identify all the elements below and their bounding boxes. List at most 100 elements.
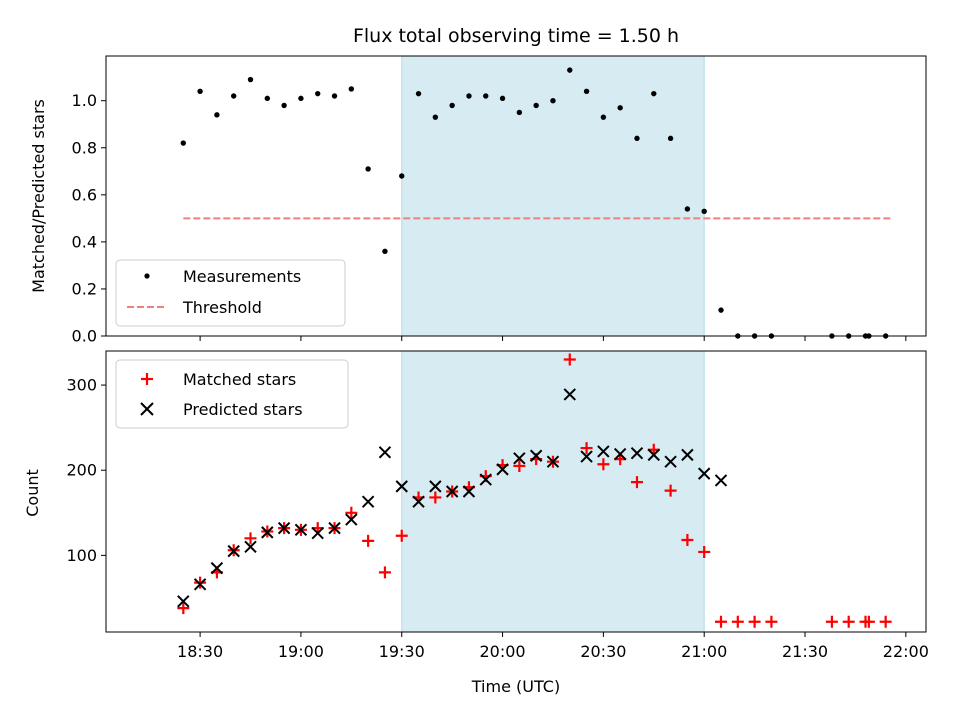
measurement-point [348, 86, 355, 92]
bottom-y-ticks: 100 200 300 [66, 376, 106, 565]
predicted-star-point [395, 480, 408, 493]
matched-star-point [597, 458, 610, 471]
measurement-point [533, 102, 539, 109]
measurement-point [684, 206, 691, 212]
y-tick-label: 0.8 [72, 138, 97, 157]
matched-star-point [177, 602, 190, 615]
measurement-point [634, 135, 640, 142]
predicted-star-point [580, 450, 593, 463]
y-tick-label: 0.2 [72, 279, 97, 298]
matched-star-point [362, 534, 375, 547]
predicted-star-point [546, 455, 560, 468]
predicted-star-point [597, 445, 610, 458]
matched-star-point [194, 576, 207, 589]
top-axes-frame [105, 55, 927, 337]
matched-star-point [825, 615, 838, 628]
measurement-point [315, 90, 321, 97]
predicted-star-point [697, 467, 711, 480]
x-tick-label: 18:30 [177, 642, 223, 661]
legend-measurements-marker [144, 273, 150, 279]
predicted-star-point [445, 485, 459, 498]
predicted-star-point [277, 521, 291, 535]
legend-predicted-label: Predicted stars [183, 400, 303, 419]
measurement-point [365, 166, 371, 172]
predicted-star-point [613, 447, 627, 461]
matched-star-point [748, 615, 761, 628]
matched-star-point [765, 615, 778, 628]
predicted-star-point [664, 455, 677, 468]
measurement-point [231, 93, 237, 99]
measurement-point [197, 88, 203, 94]
measurement-point [567, 67, 573, 73]
matched-star-point [580, 442, 593, 455]
predicted-star-point [563, 388, 576, 401]
predicted-star-point [311, 527, 324, 540]
top-legend-box [115, 259, 346, 327]
measurement-point [298, 95, 304, 102]
matched-star-point [731, 615, 744, 628]
matched-star-point [513, 459, 526, 472]
bottom-y-axis-label: Count [23, 469, 42, 517]
top-observing-window-span [401, 55, 705, 337]
predicted-star-point [328, 521, 341, 535]
measurement-point [718, 307, 724, 313]
matched-star-point [664, 484, 677, 497]
y-tick-label: 1.0 [72, 91, 97, 110]
measurement-point [415, 90, 422, 97]
bottom-legend: Matched stars Predicted stars [115, 359, 349, 429]
predicted-star-point [210, 561, 224, 575]
x-tick-label: 19:00 [278, 642, 324, 661]
measurement-point [432, 114, 439, 120]
measurements-points [180, 67, 889, 339]
predicted-star-point [177, 595, 190, 608]
y-tick-label: 300 [66, 376, 97, 395]
measurement-point [214, 112, 220, 118]
x-axis-label: Time (UTC) [471, 677, 560, 696]
bottom-axes-frame [105, 350, 927, 633]
predicted-star-point [378, 446, 392, 459]
x-tick-label: 22:00 [883, 642, 929, 661]
bottom-legend-box [115, 359, 349, 429]
x-tick-label: 21:00 [681, 642, 727, 661]
predicted-star-point [479, 473, 492, 486]
matched-star-point [378, 566, 391, 579]
predicted-star-point [714, 474, 728, 487]
x-tick-label: 20:00 [480, 642, 526, 661]
matched-star-point [429, 491, 442, 504]
matched-star-point [681, 534, 694, 547]
predicted-star-point [429, 480, 442, 493]
measurement-point [651, 90, 657, 97]
y-tick-label: 0.4 [72, 232, 97, 251]
predicted-star-point [261, 526, 274, 539]
measurement-point [466, 93, 472, 99]
matched-star-point [345, 506, 358, 519]
y-tick-label: 0.0 [72, 327, 97, 346]
predicted-star-point [244, 540, 257, 554]
legend-matched-label: Matched stars [183, 370, 296, 389]
predicted-star-point [412, 495, 425, 508]
predicted-star-point [462, 485, 476, 498]
y-tick-label: 0.6 [72, 185, 97, 204]
measurement-point [180, 140, 186, 146]
bottom-x-ticks: 18:30 19:00 19:30 20:00 20:30 21:00 21:30 22:00 [177, 632, 929, 661]
measurement-point [247, 76, 254, 83]
measurement-point [264, 95, 271, 102]
predicted-star-point [647, 448, 660, 462]
matched-star-point [698, 545, 711, 558]
measurement-point [483, 93, 489, 99]
predicted-star-point [193, 578, 207, 591]
counts-panel: 18:30 19:00 19:30 20:00 20:30 21:00 21:30 22:00… [23, 350, 929, 696]
ratio-panel: 0.0 0.2 0.4 0.6 0.8 1.0 Flux total observing … [29, 25, 927, 346]
x-tick-label: 20:30 [580, 642, 626, 661]
legend-threshold-label: Threshold [182, 298, 262, 317]
matched-star-point [715, 615, 727, 628]
predicted-star-point [513, 452, 526, 465]
predicted-star-point [227, 544, 240, 558]
top-y-ticks: 0.0 0.2 0.4 0.6 0.8 1.0 [72, 91, 106, 346]
y-tick-label: 100 [66, 546, 97, 565]
legend-matched-marker [141, 373, 153, 385]
measurement-point [550, 98, 556, 104]
legend-predicted-marker [140, 402, 154, 416]
predicted-star-point [361, 495, 375, 508]
